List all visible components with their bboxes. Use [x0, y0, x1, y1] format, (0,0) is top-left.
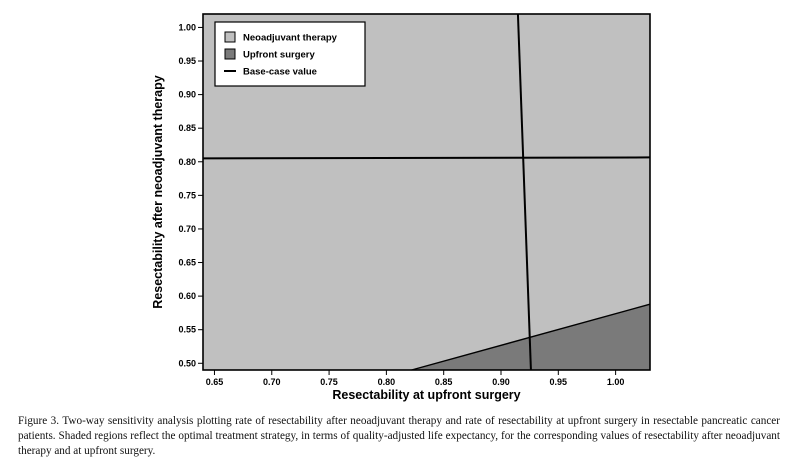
- y-tick-label: 0.70: [178, 224, 196, 234]
- legend-swatch: [224, 31, 236, 43]
- base-case-horizontal-line: [202, 156, 651, 160]
- y-tick-label: 1.00: [178, 22, 196, 32]
- x-tick-label: 0.65: [206, 377, 224, 387]
- y-axis-title: Resectability after neoadjuvant therapy: [151, 75, 165, 308]
- x-tick-label: 1.00: [607, 377, 625, 387]
- legend-label: Base-case value: [243, 67, 317, 78]
- x-tick-label: 0.75: [320, 377, 338, 387]
- y-tick-label: 0.85: [178, 123, 196, 133]
- figure-caption: Figure 3. Two-way sensitivity analysis p…: [18, 415, 780, 457]
- y-tick-label: 0.75: [178, 190, 196, 200]
- figure: 0.50 0.55 0.60 0.65 0.70 0.75 0.80 0.85 0.90 0.95…: [151, 13, 651, 402]
- x-tick-label: 0.85: [435, 377, 453, 387]
- x-tick-label: 0.90: [492, 377, 510, 387]
- legend-swatch: [224, 48, 236, 60]
- plot-frame: [202, 13, 651, 371]
- y-tick-label: 0.95: [178, 56, 196, 66]
- y-tick-label: 0.90: [178, 90, 196, 100]
- x-tick-label: 0.70: [263, 377, 281, 387]
- y-tick-label: 0.60: [178, 291, 196, 301]
- x-tick-label: 0.95: [550, 377, 568, 387]
- y-tick-label: 0.50: [178, 358, 196, 368]
- legend-label: Neoadjuvant therapy: [243, 33, 338, 44]
- y-tick-label: 0.55: [178, 325, 196, 335]
- legend-label: Upfront surgery: [243, 50, 316, 61]
- y-tick-label: 0.65: [178, 258, 196, 268]
- y-tick-label: 0.80: [178, 157, 196, 167]
- sensitivity-chart: 0.50 0.55 0.60 0.65 0.70 0.75 0.80 0.85 0.90 0.95…: [151, 13, 651, 402]
- legend-box: [214, 21, 366, 87]
- x-axis-title: Resectability at upfront surgery: [332, 388, 520, 402]
- base-case-vertical-line: [516, 13, 532, 371]
- x-tick-label: 0.80: [378, 377, 396, 387]
- threshold-boundary-line: [411, 303, 651, 371]
